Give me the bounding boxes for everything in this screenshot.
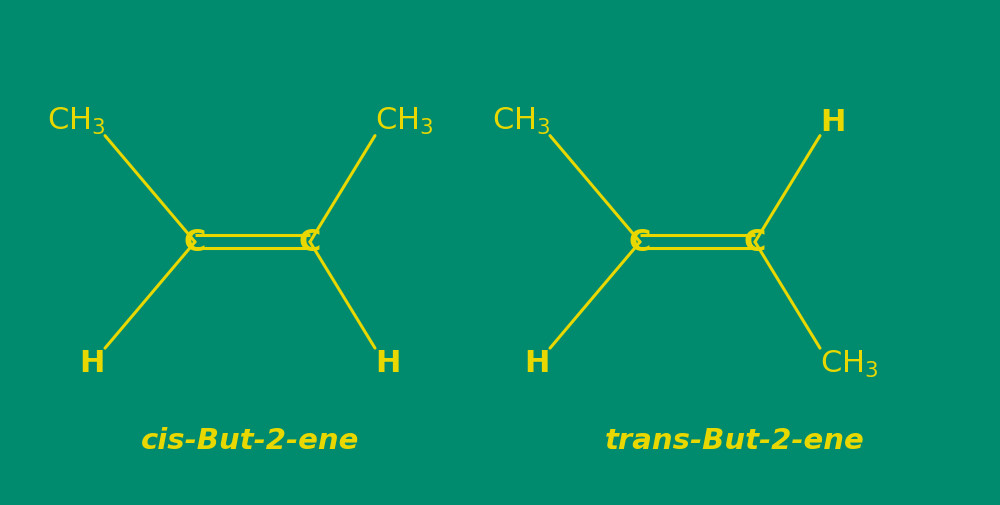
Text: $\mathrm{CH_3}$: $\mathrm{CH_3}$ xyxy=(820,348,878,379)
Text: $\mathrm{CH_3}$: $\mathrm{CH_3}$ xyxy=(47,106,105,136)
Text: C: C xyxy=(629,228,651,257)
Text: cis-But-2-ene: cis-But-2-ene xyxy=(141,427,359,454)
Text: $\mathrm{CH_3}$: $\mathrm{CH_3}$ xyxy=(492,106,550,136)
Text: H: H xyxy=(375,348,400,377)
Text: H: H xyxy=(820,108,845,136)
Text: C: C xyxy=(184,228,206,257)
Text: trans-But-2-ene: trans-But-2-ene xyxy=(605,427,865,454)
Text: H: H xyxy=(80,348,105,377)
Text: H: H xyxy=(525,348,550,377)
Text: C: C xyxy=(744,228,766,257)
Text: C: C xyxy=(299,228,321,257)
Text: $\mathrm{CH_3}$: $\mathrm{CH_3}$ xyxy=(375,106,433,136)
